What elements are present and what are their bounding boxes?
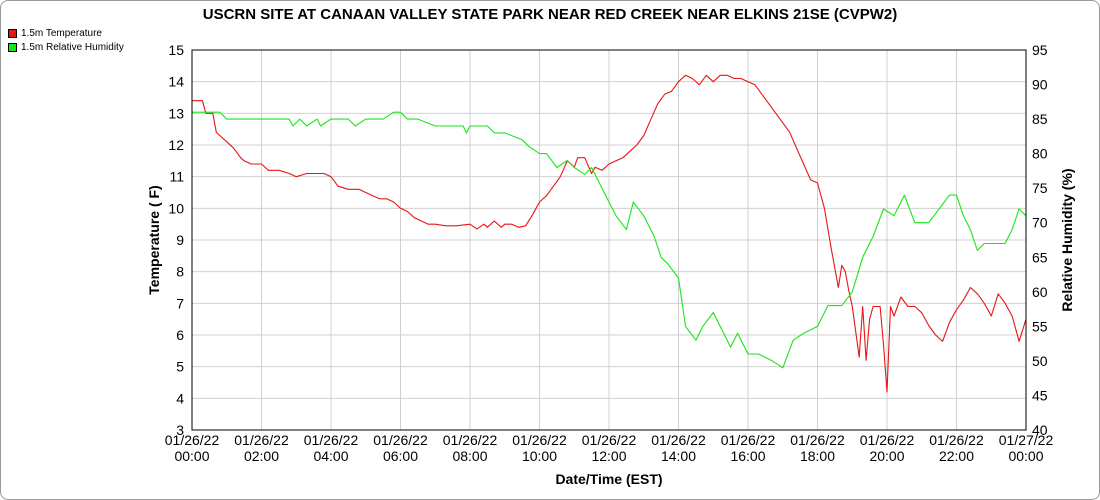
x-tick-time: 22:00 [939, 448, 974, 464]
x-tick-date: 01/26/22 [582, 432, 637, 448]
left-tick-label: 4 [176, 390, 184, 406]
right-tick-label: 80 [1032, 146, 1048, 162]
x-tick-date: 01/26/22 [651, 432, 706, 448]
right-tick-label: 90 [1032, 77, 1048, 93]
x-tick-date: 01/26/22 [304, 432, 359, 448]
x-tick-time: 04:00 [313, 448, 348, 464]
left-tick-label: 15 [168, 42, 184, 58]
right-tick-label: 40 [1032, 422, 1048, 438]
left-tick-label: 12 [168, 137, 184, 153]
x-tick-date: 01/26/22 [234, 432, 289, 448]
x-tick-time: 00:00 [1008, 448, 1043, 464]
grid-lines [191, 49, 1027, 431]
right-tick-label: 60 [1032, 284, 1048, 300]
right-tick-label: 65 [1032, 249, 1048, 265]
x-tick-date: 01/26/22 [860, 432, 915, 448]
left-tick-label: 10 [168, 200, 184, 216]
left-tick-label: 8 [176, 264, 184, 280]
left-tick-label: 6 [176, 327, 184, 343]
x-tick-time: 06:00 [383, 448, 418, 464]
x-tick-time: 20:00 [869, 448, 904, 464]
x-tick-time: 00:00 [174, 448, 209, 464]
x-tick-date: 01/26/22 [165, 432, 220, 448]
x-tick-time: 14:00 [661, 448, 696, 464]
left-tick-label: 11 [169, 169, 184, 185]
chart-title: USCRN SITE AT CANAAN VALLEY STATE PARK N… [203, 6, 898, 23]
y-axis-label-right: Relative Humidity (%) [1059, 168, 1075, 311]
left-tick-label: 14 [168, 74, 184, 90]
x-tick-time: 08:00 [452, 448, 487, 464]
x-tick-time: 12:00 [591, 448, 626, 464]
legend-swatch-temperature [8, 29, 17, 38]
left-tick-label: 5 [176, 359, 184, 375]
x-tick-date: 01/26/22 [721, 432, 776, 448]
x-axis-label: Date/Time (EST) [555, 471, 662, 487]
right-tick-label: 75 [1032, 180, 1048, 196]
x-tick-date: 01/26/22 [929, 432, 984, 448]
x-axis-ticks: 01/26/2200:0001/26/2202:0001/26/2204:000… [165, 432, 1054, 464]
right-tick-label: 95 [1032, 42, 1048, 58]
x-tick-time: 10:00 [522, 448, 557, 464]
x-tick-date: 01/26/22 [790, 432, 845, 448]
right-tick-label: 70 [1032, 215, 1048, 231]
x-tick-time: 16:00 [730, 448, 765, 464]
legend-item-humidity[interactable]: 1.5m Relative Humidity [8, 42, 124, 53]
left-tick-label: 9 [176, 232, 184, 248]
y-axis-label-left: Temperature ( F) [146, 185, 162, 294]
x-tick-time: 02:00 [244, 448, 279, 464]
series-layer [192, 74, 1027, 393]
right-tick-label: 50 [1032, 353, 1048, 369]
x-tick-date: 01/26/22 [512, 432, 567, 448]
left-tick-label: 7 [176, 295, 184, 311]
right-axis-ticks: 40 45 50 55 60 65 70 75 80 85 90 95 [1032, 42, 1048, 438]
x-tick-date: 01/26/22 [443, 432, 498, 448]
left-tick-label: 3 [176, 422, 184, 438]
legend-item-temperature[interactable]: 1.5m Temperature [8, 28, 102, 39]
right-tick-label: 55 [1032, 318, 1048, 334]
legend-swatch-humidity [8, 43, 17, 52]
left-tick-label: 13 [168, 105, 184, 121]
legend-label-temperature: 1.5m Temperature [21, 28, 102, 39]
x-tick-date: 01/26/22 [373, 432, 428, 448]
right-tick-label: 85 [1032, 111, 1048, 127]
humidity-series-line [192, 111, 1027, 369]
legend-label-humidity: 1.5m Relative Humidity [21, 42, 124, 53]
right-tick-label: 45 [1032, 387, 1048, 403]
x-tick-date: 01/27/22 [999, 432, 1054, 448]
left-axis-ticks: 3 4 5 6 7 8 9 10 11 12 13 14 15 [168, 42, 184, 438]
temperature-series-line [192, 74, 1027, 393]
x-tick-time: 18:00 [800, 448, 835, 464]
plot-border [191, 49, 1027, 431]
